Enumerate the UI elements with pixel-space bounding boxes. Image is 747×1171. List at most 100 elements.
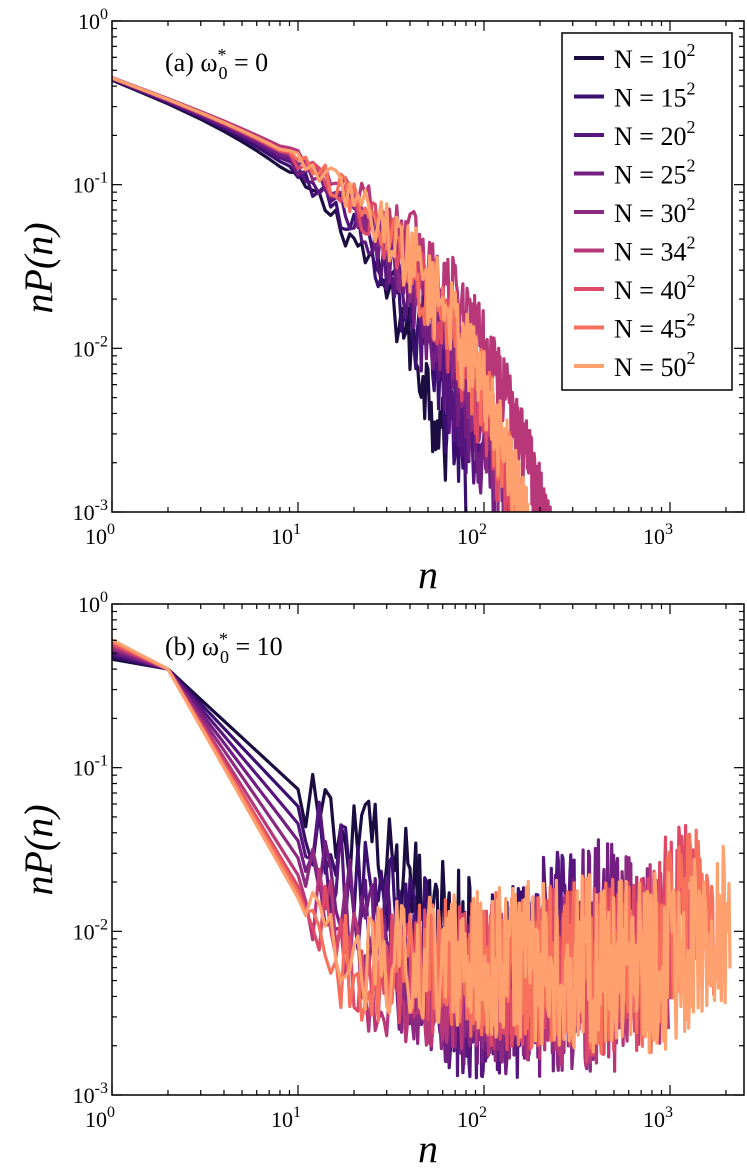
y-tick-label: 10-1 xyxy=(73,753,108,781)
series-line xyxy=(112,76,552,512)
panel-b-label-rest: = 10 xyxy=(229,632,283,661)
y-tick-label-exp: -1 xyxy=(95,170,108,187)
panel-a-series xyxy=(112,76,552,512)
legend-label-main: N = 40 xyxy=(614,276,686,305)
y-tick-label-exp: -2 xyxy=(95,333,108,350)
legend-label-sup: 2 xyxy=(686,348,695,368)
y-tick-label: 10-1 xyxy=(73,170,108,198)
legend-label: N = 102 xyxy=(614,40,695,74)
y-tick-label-base: 10 xyxy=(73,756,95,781)
panel-b-label-main: (b) ω xyxy=(165,632,219,661)
panel-b-label: (b) ω* 0 = 10 xyxy=(165,629,283,667)
y-tick-label-base: 10 xyxy=(78,9,100,34)
legend-label-main: N = 20 xyxy=(614,122,686,151)
y-tick-label-base: 10 xyxy=(73,919,95,944)
panel-a-label: (a) ω* 0 = 0 xyxy=(165,45,268,83)
x-tick-label: 103 xyxy=(643,521,673,549)
legend-label-sup: 2 xyxy=(686,271,695,291)
legend-label-sup: 2 xyxy=(686,40,695,60)
y-tick-label-exp: 0 xyxy=(100,6,108,23)
x-tick-label-base: 10 xyxy=(85,524,107,549)
x-tick-label: 101 xyxy=(271,1104,301,1132)
series-line xyxy=(112,76,530,512)
panel-b-label-sup: * xyxy=(219,629,228,649)
panel-b-label-sub: 0 xyxy=(220,647,229,667)
panel-b-ylabel: nP(n) xyxy=(16,804,61,895)
x-tick-label-exp: 2 xyxy=(479,1104,487,1121)
panel-a-xlabel: n xyxy=(418,552,438,597)
x-tick-label-base: 10 xyxy=(643,524,665,549)
legend-label-sup: 2 xyxy=(686,194,695,214)
legend-label-main: N = 45 xyxy=(614,315,686,344)
x-tick-label: 103 xyxy=(643,1104,673,1132)
x-tick-label-base: 10 xyxy=(643,1107,665,1132)
legend-label-main: N = 50 xyxy=(614,353,686,382)
legend-label: N = 252 xyxy=(614,156,695,190)
legend-label-sup: 2 xyxy=(686,79,695,99)
y-tick-label: 100 xyxy=(78,589,108,617)
x-tick-label: 102 xyxy=(457,1104,487,1132)
y-tick-label: 10-2 xyxy=(73,916,108,944)
x-tick-label: 100 xyxy=(85,521,115,549)
panel-a-label-sup: * xyxy=(217,45,226,65)
x-tick-label: 101 xyxy=(271,521,301,549)
x-tick-label-base: 10 xyxy=(271,524,293,549)
x-tick-label: 102 xyxy=(457,521,487,549)
x-tick-label: 100 xyxy=(85,1104,115,1132)
y-tick-label: 10-2 xyxy=(73,333,108,361)
panel-a-label-rest: = 0 xyxy=(227,48,268,77)
y-tick-label-exp: 0 xyxy=(100,589,108,606)
y-tick-label-exp: -2 xyxy=(95,916,108,933)
x-tick-label-exp: 3 xyxy=(665,521,673,538)
y-tick-label-base: 10 xyxy=(78,592,100,617)
y-tick-label-exp: -1 xyxy=(95,753,108,770)
x-tick-label-exp: 3 xyxy=(665,1104,673,1121)
legend-label: N = 302 xyxy=(614,194,695,228)
x-tick-label-exp: 1 xyxy=(293,1104,301,1121)
legend-label-main: N = 15 xyxy=(614,84,686,113)
x-tick-label-base: 10 xyxy=(85,1107,107,1132)
panel-a-ylabel: nP(n) xyxy=(16,222,61,313)
legend-label: N = 452 xyxy=(614,310,695,344)
y-tick-label: 100 xyxy=(78,6,108,34)
y-tick-label-exp: -3 xyxy=(95,497,108,514)
y-tick-label: 10-3 xyxy=(73,1080,108,1108)
panel-a-label-sub: 0 xyxy=(218,63,227,83)
legend-label-sup: 2 xyxy=(686,310,695,330)
x-tick-label-exp: 1 xyxy=(293,521,301,538)
y-tick-label-base: 10 xyxy=(73,500,95,525)
panel-b-series xyxy=(112,638,732,1080)
x-tick-label-exp: 0 xyxy=(107,1104,115,1121)
x-tick-label-base: 10 xyxy=(457,1107,479,1132)
x-tick-label-exp: 2 xyxy=(479,521,487,538)
x-tick-label-base: 10 xyxy=(271,1107,293,1132)
legend-label-main: N = 10 xyxy=(614,45,686,74)
x-tick-label-exp: 0 xyxy=(107,521,115,538)
legend-label-sup: 2 xyxy=(686,233,695,253)
panel-a-label-main: (a) ω xyxy=(165,48,217,77)
panel-b-xlabel: n xyxy=(418,1126,438,1171)
legend-label-main: N = 30 xyxy=(614,199,686,228)
series-line xyxy=(112,638,732,1055)
y-tick-label-base: 10 xyxy=(73,1083,95,1108)
legend-label: N = 342 xyxy=(614,233,695,267)
y-tick-label: 10-3 xyxy=(73,497,108,525)
legend-label-main: N = 34 xyxy=(614,238,686,267)
legend-label: N = 502 xyxy=(614,348,695,382)
legend-label-sup: 2 xyxy=(686,117,695,137)
legend-label: N = 402 xyxy=(614,271,695,305)
y-tick-label-exp: -3 xyxy=(95,1080,108,1097)
y-tick-label-base: 10 xyxy=(73,173,95,198)
legend-label-sup: 2 xyxy=(686,156,695,176)
legend-label: N = 152 xyxy=(614,79,695,113)
legend-label: N = 202 xyxy=(614,117,695,151)
y-tick-label-base: 10 xyxy=(73,336,95,361)
x-tick-label-base: 10 xyxy=(457,524,479,549)
legend-label-main: N = 25 xyxy=(614,161,686,190)
